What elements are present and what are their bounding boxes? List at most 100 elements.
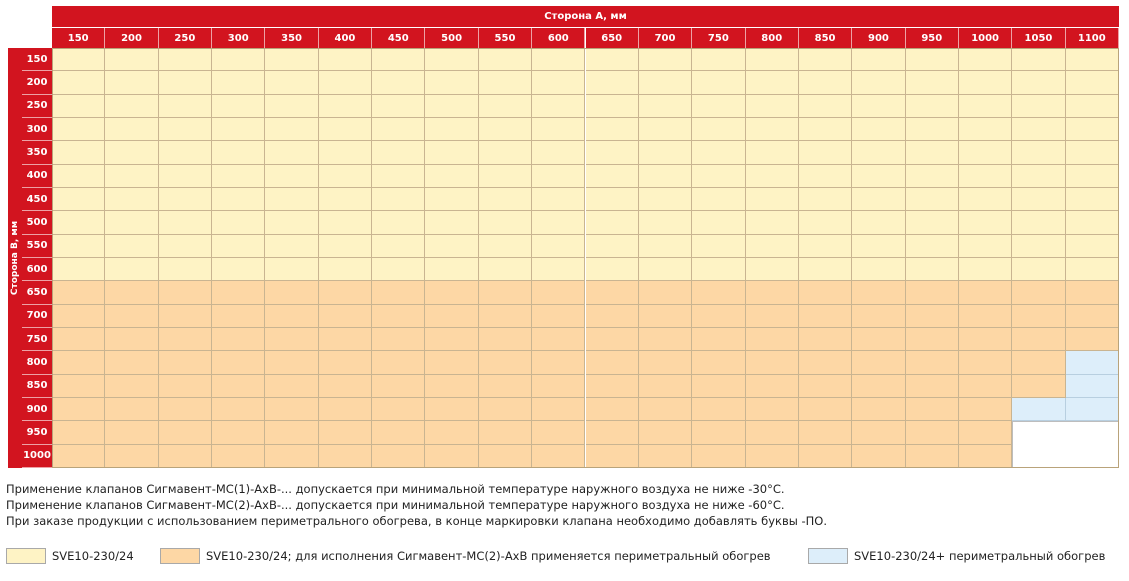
table-cell xyxy=(52,257,106,282)
row-header: 800 xyxy=(22,351,52,375)
table-cell xyxy=(478,257,533,282)
col-header: 500 xyxy=(425,28,479,48)
table-cell xyxy=(905,421,959,445)
table-cell xyxy=(1065,281,1119,305)
header-side-b: Сторона В, мм xyxy=(8,48,22,468)
table-cell xyxy=(852,281,906,305)
table-cell xyxy=(638,304,693,328)
table-cell xyxy=(1012,304,1066,328)
note-3: При заказе продукции с использованием пе… xyxy=(6,514,827,528)
table-cell xyxy=(372,351,426,375)
legend-item-blue: SVE10-230/24+ периметральный обогрев xyxy=(808,547,1105,565)
table-cell xyxy=(692,444,746,468)
table-cell xyxy=(692,117,746,142)
col-header: 250 xyxy=(158,28,213,48)
table-cell xyxy=(958,374,1013,398)
table-cell xyxy=(852,48,906,72)
table-cell xyxy=(905,48,959,72)
table-cell xyxy=(1065,327,1119,352)
table-cell xyxy=(318,281,373,305)
table-cell xyxy=(478,94,533,118)
table-cell xyxy=(798,374,853,398)
table-cell xyxy=(585,327,639,352)
table-cell xyxy=(958,48,1013,72)
table-cell xyxy=(692,48,746,72)
table-cell xyxy=(1065,444,1119,468)
table-cell xyxy=(425,48,479,72)
table-cell xyxy=(212,164,266,188)
table-cell xyxy=(532,327,586,352)
table-cell xyxy=(318,211,373,235)
table-cell xyxy=(158,327,213,352)
table-cell xyxy=(745,71,799,95)
table-cell xyxy=(265,211,319,235)
table-cell xyxy=(265,351,319,375)
table-cell xyxy=(1012,141,1066,165)
table-cell xyxy=(425,94,479,118)
table-cell xyxy=(852,187,906,212)
table-cell xyxy=(425,234,479,258)
col-header: 850 xyxy=(798,28,853,48)
table-cell xyxy=(265,48,319,72)
table-cell xyxy=(852,351,906,375)
table-cell xyxy=(638,397,693,422)
table-cell xyxy=(585,141,639,165)
table-cell xyxy=(585,351,639,375)
table-cell xyxy=(265,164,319,188)
table-cell xyxy=(638,71,693,95)
table-cell xyxy=(265,234,319,258)
table-cell xyxy=(52,397,106,422)
table-cell xyxy=(692,187,746,212)
table-cell xyxy=(105,374,159,398)
table-cell xyxy=(478,281,533,305)
table-cell xyxy=(532,444,586,468)
table-cell xyxy=(638,421,693,445)
table-cell xyxy=(1065,48,1119,72)
table-cell xyxy=(585,164,639,188)
table-cell xyxy=(692,421,746,445)
sizing-table: Сторона А, мм 150 200 250 300 350 400 450 500 550… xyxy=(8,6,1119,468)
table-cell xyxy=(692,327,746,352)
table-cell xyxy=(692,397,746,422)
table-cell xyxy=(212,351,266,375)
table-cell xyxy=(52,117,106,142)
col-header: 1050 xyxy=(1012,28,1066,48)
legend-swatch-orange xyxy=(160,548,200,564)
table-cell xyxy=(265,94,319,118)
table-cell xyxy=(532,187,586,212)
table-cell xyxy=(265,374,319,398)
legend-item-yellow: SVE10-230/24 xyxy=(6,547,134,565)
table-cell xyxy=(745,257,799,282)
table-cell xyxy=(265,141,319,165)
table-cell xyxy=(638,211,693,235)
table-cell xyxy=(158,421,213,445)
table-cell xyxy=(478,327,533,352)
table-cell xyxy=(478,374,533,398)
table-cell xyxy=(745,444,799,468)
table-cell xyxy=(158,234,213,258)
table-cell xyxy=(105,327,159,352)
table-cell xyxy=(1012,71,1066,95)
table-cell xyxy=(105,397,159,422)
col-header: 950 xyxy=(905,28,959,48)
table-cell xyxy=(478,164,533,188)
table-cell xyxy=(52,374,106,398)
table-cell xyxy=(265,327,319,352)
table-cell xyxy=(692,351,746,375)
table-cell xyxy=(425,211,479,235)
legend-swatch-yellow xyxy=(6,548,46,564)
legend-item-orange: SVE10-230/24; для исполнения Сигмавент-М… xyxy=(160,547,771,565)
table-cell xyxy=(52,327,106,352)
table-cell xyxy=(318,48,373,72)
table-cell xyxy=(852,397,906,422)
table-cell xyxy=(1065,234,1119,258)
table-cell xyxy=(158,351,213,375)
table-cell xyxy=(585,94,639,118)
table-cell xyxy=(692,374,746,398)
note-2: Применение клапанов Сигмавент-МС(2)-АхВ-… xyxy=(6,498,785,512)
table-cell xyxy=(105,444,159,468)
table-cell xyxy=(958,117,1013,142)
table-cell xyxy=(798,187,853,212)
table-cell xyxy=(905,71,959,95)
table-cell xyxy=(372,327,426,352)
